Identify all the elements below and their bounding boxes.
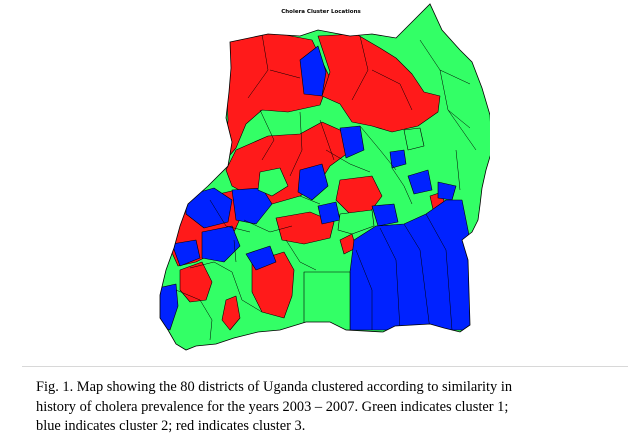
district-region-cluster-3 bbox=[275, 211, 335, 245]
caption-line: blue indicates cluster 2; red indicates … bbox=[36, 418, 306, 434]
district-region-cluster-3 bbox=[251, 251, 295, 319]
district-region-cluster-1 bbox=[303, 271, 351, 331]
district-region-cluster-1 bbox=[337, 209, 375, 235]
district-region-cluster-2 bbox=[299, 45, 327, 97]
district-region-cluster-2 bbox=[371, 203, 399, 227]
caption-line: history of cholera prevalence for the ye… bbox=[36, 398, 509, 415]
uganda-outline bbox=[159, 3, 490, 351]
district-region-cluster-2 bbox=[231, 187, 273, 225]
caption-divider bbox=[22, 366, 628, 367]
uganda-district-map bbox=[150, 0, 490, 365]
district-region-cluster-1 bbox=[257, 167, 289, 197]
district-region-cluster-3 bbox=[179, 261, 213, 303]
district-region-cluster-2 bbox=[407, 169, 433, 195]
figure-caption: Fig. 1. Map showing the 80 districts of … bbox=[36, 378, 636, 437]
caption-line: Fig. 1. Map showing the 80 districts of … bbox=[36, 379, 513, 395]
district-region-cluster-2 bbox=[389, 149, 407, 169]
district-region-cluster-2 bbox=[171, 239, 201, 267]
district-region-cluster-3 bbox=[317, 33, 441, 133]
district-region-cluster-2 bbox=[317, 201, 341, 225]
district-region-cluster-2 bbox=[160, 283, 179, 331]
district-region-cluster-2 bbox=[185, 187, 233, 229]
map-title: Cholera Cluster Locations bbox=[281, 9, 361, 15]
district-region-cluster-1 bbox=[403, 127, 425, 151]
district-region-cluster-2 bbox=[201, 225, 241, 263]
district-region-cluster-3 bbox=[221, 295, 241, 331]
district-region-cluster-2 bbox=[297, 163, 329, 201]
district-region-cluster-2 bbox=[245, 245, 277, 271]
district-region-cluster-2 bbox=[339, 125, 365, 159]
